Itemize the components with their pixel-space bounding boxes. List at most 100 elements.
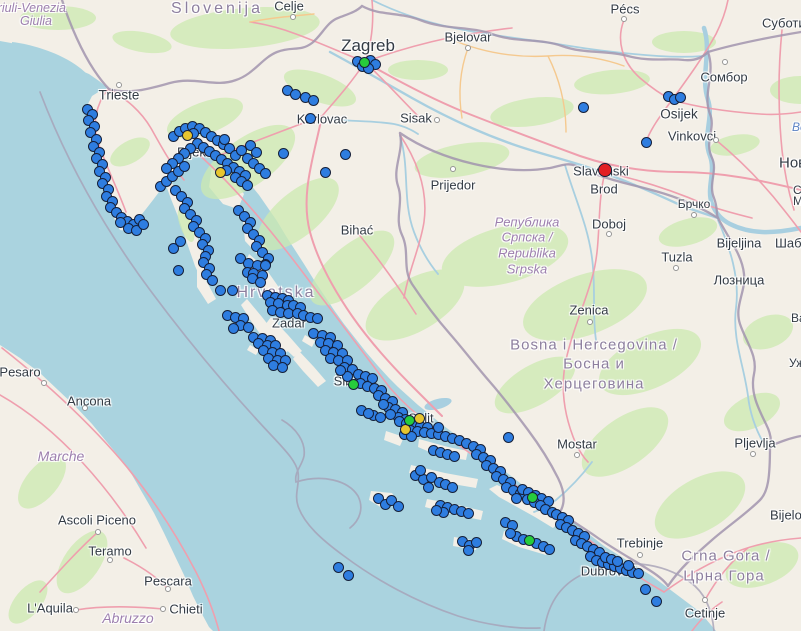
map-marker-blue[interactable]: [235, 144, 247, 156]
map-marker-blue[interactable]: [414, 464, 426, 476]
map-marker-blue[interactable]: [422, 481, 434, 493]
map-marker-blue[interactable]: [223, 142, 235, 154]
map-marker-yellow[interactable]: [214, 166, 226, 178]
map-marker-blue[interactable]: [214, 284, 226, 296]
map-marker-blue[interactable]: [114, 216, 126, 228]
map-marker-blue[interactable]: [462, 544, 474, 556]
map-marker-blue[interactable]: [247, 228, 259, 240]
map-marker-red[interactable]: [598, 163, 612, 177]
map-marker-blue[interactable]: [254, 276, 266, 288]
map-marker-blue[interactable]: [632, 567, 644, 579]
map-marker-blue[interactable]: [197, 256, 209, 268]
map-marker-blue[interactable]: [242, 321, 254, 333]
map-marker-blue[interactable]: [289, 88, 301, 100]
map-marker-blue[interactable]: [196, 238, 208, 250]
lagoon: [12, 42, 92, 83]
map-marker-blue[interactable]: [187, 220, 199, 232]
map-marker-blue[interactable]: [372, 492, 384, 504]
map-marker-blue[interactable]: [169, 184, 181, 196]
map-marker-blue[interactable]: [339, 148, 351, 160]
map-marker-blue[interactable]: [307, 94, 319, 106]
map-marker-blue[interactable]: [332, 561, 344, 573]
map-marker-blue[interactable]: [167, 242, 179, 254]
map-marker-blue[interactable]: [250, 146, 262, 158]
map-marker-blue[interactable]: [160, 162, 172, 174]
map-marker-blue[interactable]: [462, 507, 474, 519]
map-marker-blue[interactable]: [241, 179, 253, 191]
map-marker-blue[interactable]: [640, 136, 652, 148]
map-marker-blue[interactable]: [130, 224, 142, 236]
map-marker-blue[interactable]: [250, 240, 262, 252]
map-marker-blue[interactable]: [446, 481, 458, 493]
map-marker-blue[interactable]: [244, 139, 256, 151]
map-marker-blue[interactable]: [184, 208, 196, 220]
map-marker-blue[interactable]: [277, 147, 289, 159]
map-marker-blue[interactable]: [276, 361, 288, 373]
map-marker-blue[interactable]: [172, 264, 184, 276]
map-marker-yellow[interactable]: [181, 129, 193, 141]
map-marker-blue[interactable]: [90, 152, 102, 164]
map-marker-blue[interactable]: [226, 284, 238, 296]
map-marker-blue[interactable]: [448, 450, 460, 462]
admin-borders: [60, 0, 801, 588]
map-marker-blue[interactable]: [178, 160, 190, 172]
map-marker-blue[interactable]: [82, 114, 94, 126]
map-marker-blue[interactable]: [218, 133, 230, 145]
map-marker-blue[interactable]: [432, 421, 444, 433]
map-marker-blue[interactable]: [622, 559, 634, 571]
map-marker-blue[interactable]: [650, 595, 662, 607]
map-marker-yellow[interactable]: [413, 412, 425, 424]
map-marker-blue[interactable]: [200, 268, 212, 280]
map-marker-blue[interactable]: [259, 259, 271, 271]
map-marker-blue[interactable]: [178, 202, 190, 214]
map-marker-green[interactable]: [347, 378, 359, 390]
map-marker-blue[interactable]: [232, 204, 244, 216]
map-marker-blue[interactable]: [385, 494, 397, 506]
map-marker-blue[interactable]: [611, 555, 623, 567]
map-marker-blue[interactable]: [674, 91, 686, 103]
map-marker-blue[interactable]: [304, 112, 316, 124]
map-marker-blue[interactable]: [175, 190, 187, 202]
map-marker-blue[interactable]: [430, 504, 442, 516]
map-marker-green[interactable]: [358, 56, 370, 68]
map-marker-blue[interactable]: [193, 226, 205, 238]
map-marker-blue[interactable]: [227, 322, 239, 334]
map-marker-blue[interactable]: [405, 430, 417, 442]
map-marker-blue[interactable]: [319, 166, 331, 178]
map-marker-blue[interactable]: [96, 177, 108, 189]
map-marker-blue[interactable]: [341, 370, 353, 382]
map-marker-blue[interactable]: [392, 500, 404, 512]
map-marker-blue[interactable]: [577, 101, 589, 113]
map-marker-blue[interactable]: [259, 167, 271, 179]
map-marker-blue[interactable]: [206, 274, 218, 286]
map-marker-blue[interactable]: [137, 218, 149, 230]
rivers: [321, 0, 801, 513]
map-marker-blue[interactable]: [342, 569, 354, 581]
map-marker-blue[interactable]: [256, 246, 268, 258]
map-marker-blue[interactable]: [374, 411, 386, 423]
map-marker-blue[interactable]: [543, 543, 555, 555]
map-marker-blue[interactable]: [93, 165, 105, 177]
map-marker-green[interactable]: [526, 491, 538, 503]
map-marker-blue[interactable]: [334, 364, 346, 376]
map-marker-blue[interactable]: [470, 536, 482, 548]
map-marker-blue[interactable]: [311, 312, 323, 324]
map-marker-blue[interactable]: [174, 235, 186, 247]
land-italy: [0, 345, 213, 631]
map-marker-blue[interactable]: [238, 210, 250, 222]
map-marker-blue[interactable]: [502, 431, 514, 443]
map-marker-blue[interactable]: [84, 126, 96, 138]
map-marker-blue[interactable]: [504, 527, 516, 539]
map-marker-blue[interactable]: [377, 398, 389, 410]
map-marker-blue[interactable]: [87, 140, 99, 152]
map-marker-blue[interactable]: [241, 222, 253, 234]
map-marker-blue[interactable]: [510, 492, 522, 504]
map-marker-blue[interactable]: [362, 407, 374, 419]
map-marker-green[interactable]: [523, 534, 535, 546]
map-marker-green[interactable]: [403, 414, 415, 426]
map-marker-blue[interactable]: [639, 583, 651, 595]
